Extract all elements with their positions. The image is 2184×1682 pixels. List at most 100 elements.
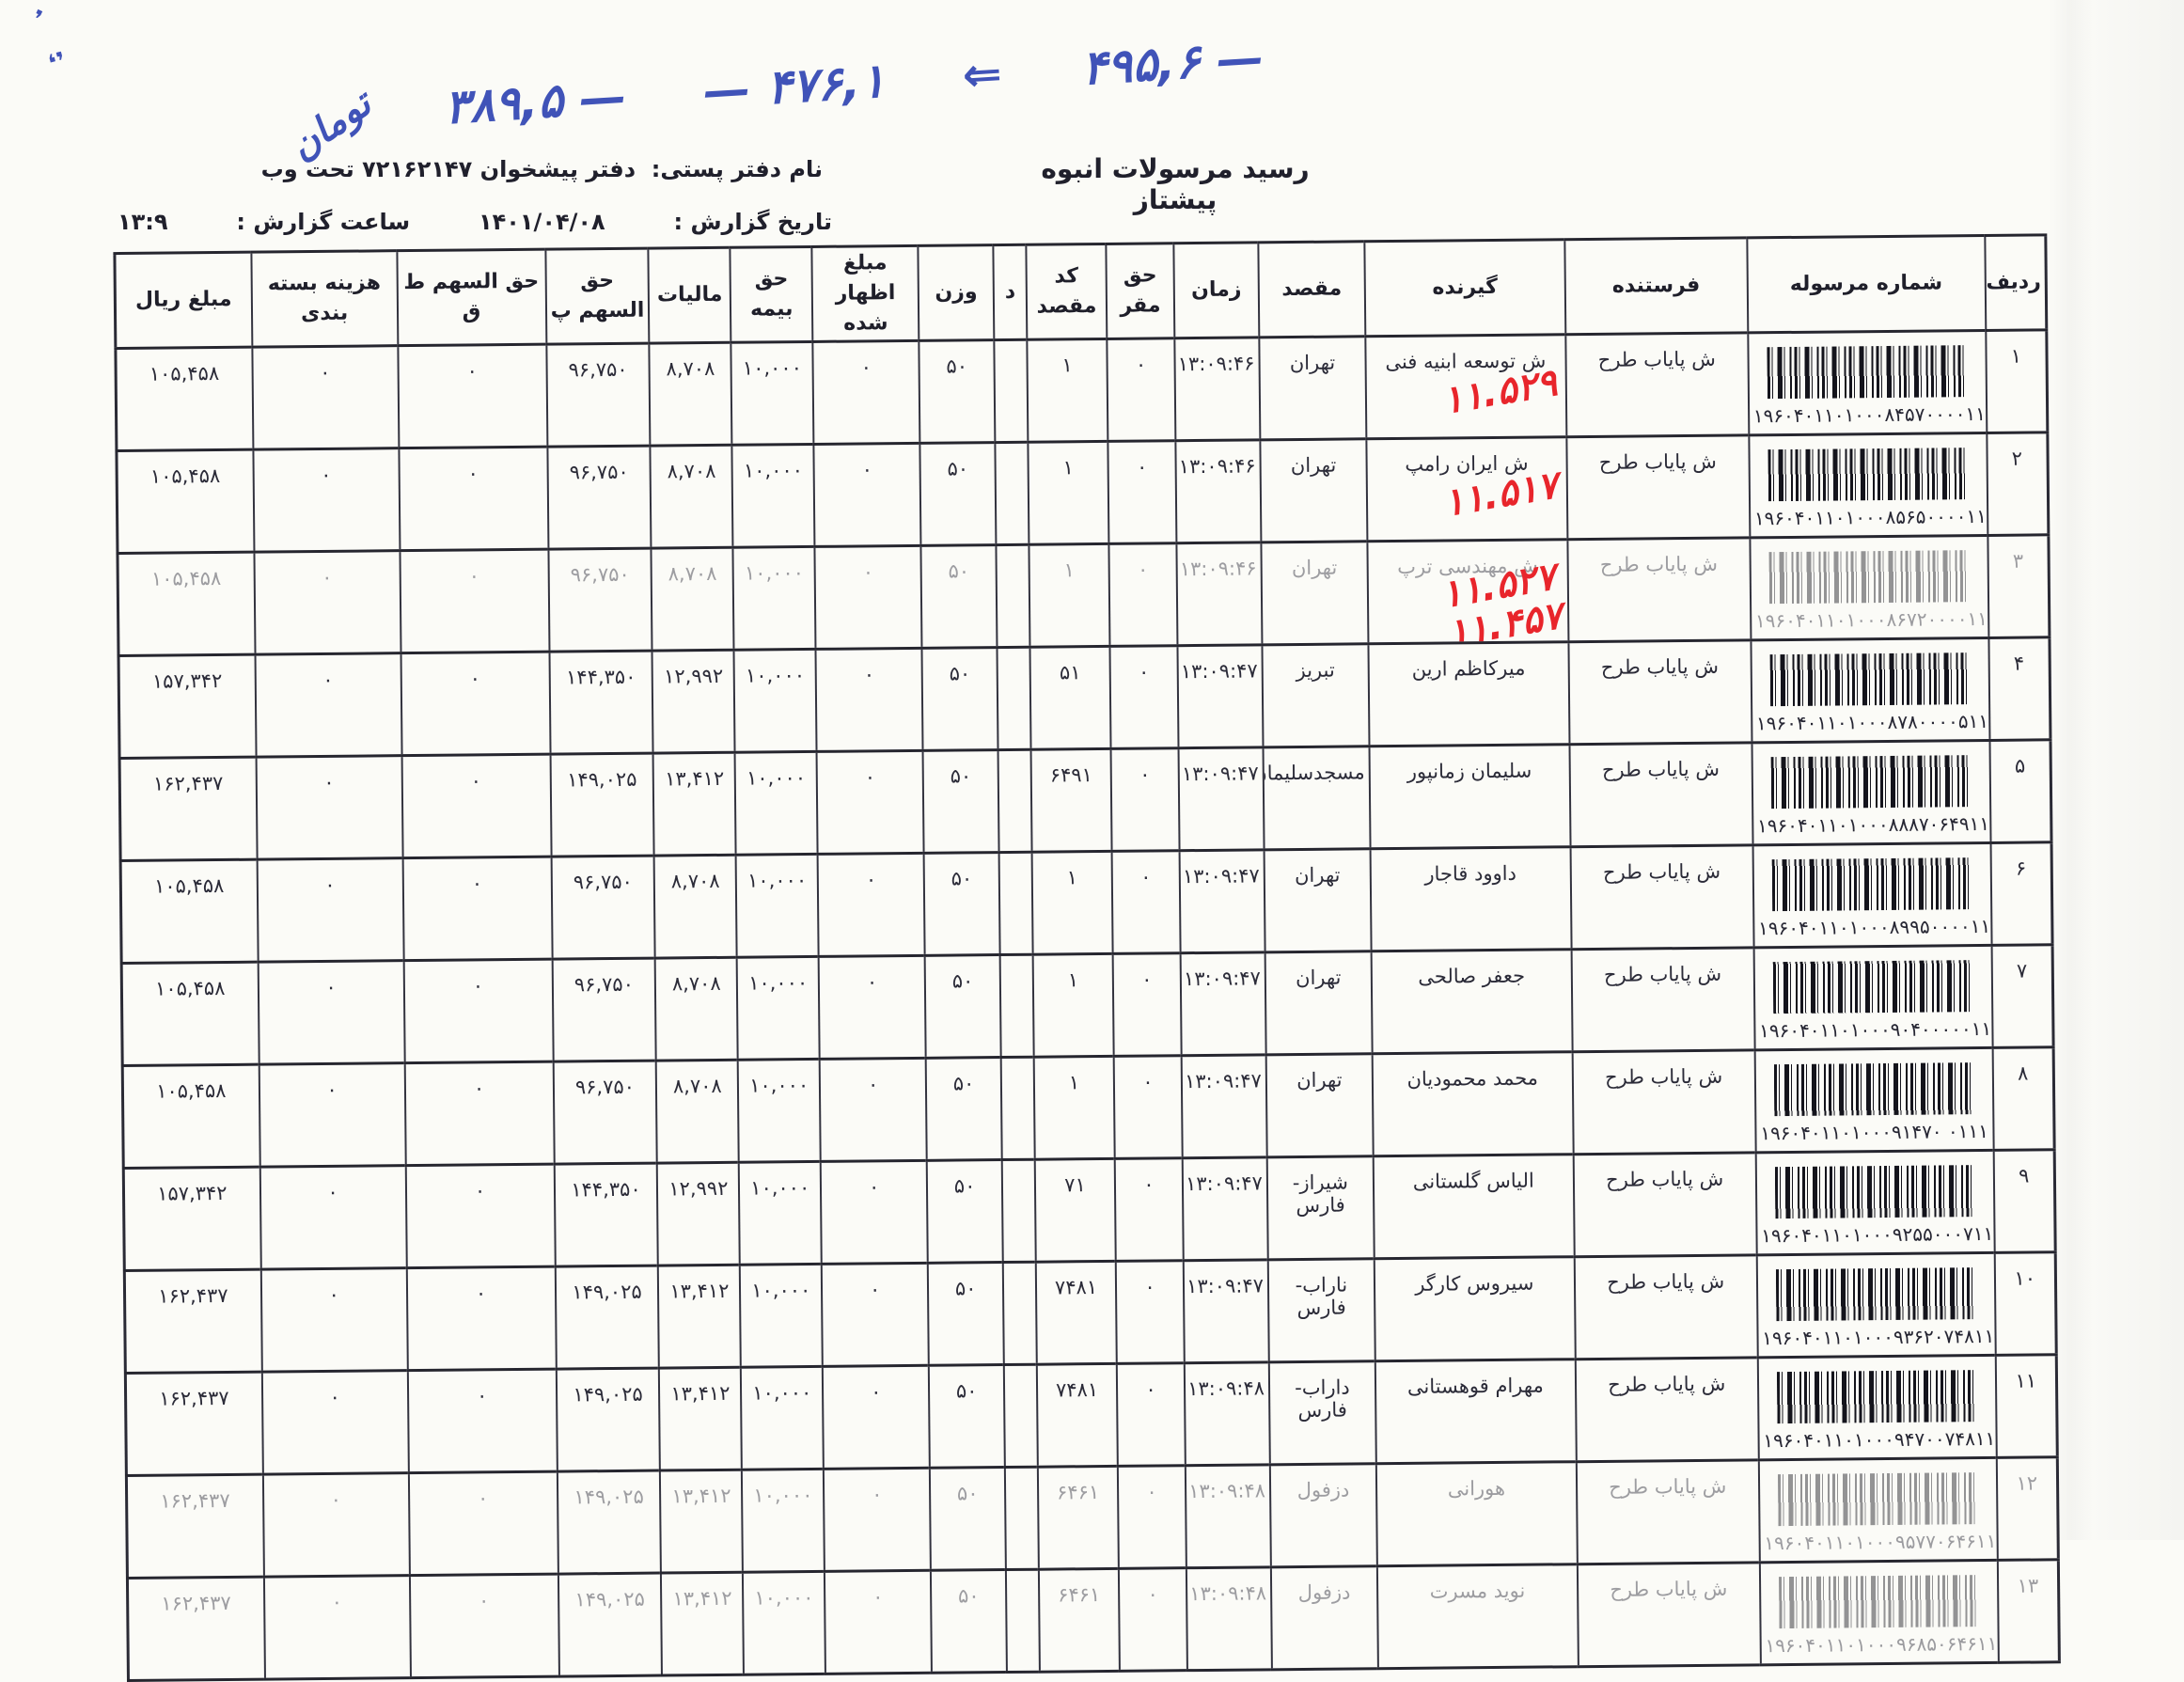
column-header-weight: وزن <box>918 244 995 341</box>
cell-value-declared: ۰ <box>872 1585 884 1609</box>
cell-value-share_p: ۱۴۹,۰۲۵ <box>574 1587 645 1611</box>
cell-share_tq: ۰ <box>400 549 550 653</box>
cell-tax: ۱۳,۴۱۲ <box>661 1572 745 1676</box>
cell-value-destination: دزفول <box>1297 1580 1351 1605</box>
cell-value-destination: مسجدسلیمان <box>1263 761 1365 785</box>
cell-weight: ۵۰ <box>930 1467 1007 1571</box>
cell-value-weight: ۵۰ <box>949 662 971 685</box>
cell-value-radif: ۱۲ <box>2016 1471 2038 1495</box>
cell-value-destination: تهران <box>1290 453 1337 478</box>
cell-sender: ش پایاب طرح <box>1576 1459 1760 1564</box>
cell-parcel: ۱۹۶۰۴۰۱۱۰۱۰۰۰۸۴۵۷۰۰۰۰۱۱۱ <box>1747 330 1987 435</box>
cell-share_p: ۹۶,۷۵۰ <box>545 343 651 448</box>
cell-insurance: ۱۰,۰۰۰ <box>735 854 819 958</box>
cell-value-insurance: ۱۰,۰۰۰ <box>743 459 804 482</box>
cell-destination: تهران <box>1259 336 1367 440</box>
cell-value-amount: ۱۰۵,۴۵۸ <box>156 1078 227 1103</box>
cell-value-share_p: ۹۶,۷۵۰ <box>574 1075 636 1099</box>
cell-declared: ۰ <box>812 340 920 445</box>
cell-value-weight: ۵۰ <box>948 559 970 583</box>
parcel-number: ۱۹۶۰۴۰۱۱۰۱۰۰۰۹۵۷۷۰۶۴۶۱۱۱ <box>1764 1529 1998 1555</box>
cell-sender: ش پایاب طرح <box>1575 1357 1759 1462</box>
table-row: ۹ ۱۹۶۰۴۰۱۱۰۱۰۰۰۹۲۵۵۰۰۰۷۱۱۱ ش پایاب طرح الیا… <box>123 1149 2056 1271</box>
cell-value-packing: ۰ <box>325 975 337 998</box>
cell-value-packing: ۰ <box>330 1487 342 1511</box>
cell-dest_code: ۷۴۸۱ <box>1036 1363 1118 1468</box>
cell-value-sender: ش پایاب طرح <box>1607 1269 1725 1294</box>
receipt-table-wrap: ردیف شماره مرسوله فرستنده گیرنده مقصد زمان حق … <box>113 233 2061 1682</box>
cell-dest_code: ۶۴۶۱ <box>1037 1466 1119 1570</box>
cell-value-sender: ش پایاب طرح <box>1598 449 1717 474</box>
cell-share_tq: ۰ <box>404 1061 555 1166</box>
cell-sender: ش پایاب طرح <box>1573 1152 1757 1257</box>
scanned-postal-receipt: { "handwriting": { "segments_ltr": ["توم… <box>26 0 2184 1682</box>
handwritten-figure: ۳۸۹,۵ — <box>442 69 628 135</box>
cell-value-sender: ش پایاب طرح <box>1600 654 1720 679</box>
column-header-share_tq: حق السهم ط ق <box>396 249 546 346</box>
cell-value-packing: ۰ <box>322 668 334 691</box>
cell-value-dest_code: ۱ <box>1061 354 1073 377</box>
cell-share_tq: ۰ <box>397 344 547 448</box>
cell-value-sender: ش پایاب طرح <box>1599 552 1719 576</box>
cell-base_fee: ۰ <box>1115 1260 1185 1364</box>
parcel-number: ۱۹۶۰۴۰۱۱۰۱۰۰۰۸۴۵۷۰۰۰۰۱۱۱ <box>1752 401 1987 428</box>
cell-value-amount: ۱۰۵,۴۵۸ <box>149 361 220 385</box>
cell-time: ۱۳:۰۹:۴۸ <box>1185 1464 1271 1568</box>
cell-value-dest_code: ۷۱ <box>1064 1173 1086 1197</box>
cell-receiver: نوید مسرت <box>1376 1564 1579 1669</box>
cell-value-dest_code: ۱ <box>1062 456 1074 479</box>
cell-value-base_fee: ۰ <box>1135 353 1147 376</box>
report-date-label: تاریخ گزارش : <box>673 209 832 235</box>
cell-insurance: ۱۰,۰۰۰ <box>743 1571 826 1675</box>
cell-time: ۱۳:۰۹:۴۸ <box>1184 1361 1270 1466</box>
table-row: ۱۲ ۱۹۶۰۴۰۱۱۰۱۰۰۰۹۵۷۷۰۶۴۶۱۱۱ ش پایاب طرح هور… <box>126 1456 2059 1579</box>
column-header-declared: مبلغ اظهار شده <box>811 245 919 342</box>
barcode-image <box>1770 755 1972 810</box>
cell-sender: ش پایاب طرح <box>1569 742 1753 847</box>
cell-weight: ۵۰ <box>919 442 997 546</box>
cell-radif: ۱۳ <box>1997 1559 2060 1663</box>
cell-tax: ۱۳,۴۱۲ <box>658 1265 742 1369</box>
cell-parcel: ۱۹۶۰۴۰۱۱۰۱۰۰۰۹۲۵۵۰۰۰۷۱۱۱ <box>1755 1150 1995 1255</box>
cell-value-share_tq: ۰ <box>467 462 479 485</box>
cell-value-share_p: ۱۴۹,۰۲۵ <box>573 1382 643 1407</box>
cell-value-sender: ش پایاب طرح <box>1597 347 1716 371</box>
cell-value-packing: ۰ <box>326 1077 338 1101</box>
cell-tax: ۱۲,۹۹۲ <box>657 1162 741 1266</box>
cell-value-destination: تهران <box>1289 351 1336 375</box>
cell-radif: ۴ <box>1988 637 2050 741</box>
cell-value-amount: ۱۰۵,۴۵۸ <box>154 976 226 1000</box>
cell-share_tq: ۰ <box>401 754 552 858</box>
cell-tax: ۱۲,۹۹۲ <box>652 650 735 754</box>
parcel-number: ۱۹۶۰۴۰۱۱۰۱۰۰۰۸۶۷۲۰۰۰۰۱۱۱ <box>1754 606 1989 633</box>
cell-value-share_tq: ۰ <box>473 1077 485 1100</box>
cell-base_fee: ۰ <box>1110 747 1180 852</box>
cell-amount: ۱۶۲,۴۳۷ <box>125 1372 263 1476</box>
cell-radif: ۷ <box>1991 944 2054 1048</box>
barcode-image <box>1775 1267 1976 1322</box>
table-row: ۱۱ ۱۹۶۰۴۰۱۱۰۱۰۰۰۹۴۷۰۰۷۴۸۱۱۱ ش پایاب طرح مهر… <box>125 1354 2058 1476</box>
cell-weight: ۵۰ <box>927 1262 1004 1366</box>
cell-time: ۱۳:۰۹:۴۷ <box>1181 1054 1267 1158</box>
postal-office-label: نام دفتر پستی: <box>651 156 823 182</box>
pen-mark: ❜ <box>26 5 46 35</box>
cell-value-packing: ۰ <box>331 1590 343 1613</box>
cell-value-base_fee: ۰ <box>1145 1377 1156 1401</box>
cell-value-radif: ۱۳ <box>2017 1574 2039 1597</box>
cell-value-declared: ۰ <box>867 1073 879 1096</box>
cell-insurance: ۱۰,۰۰۰ <box>731 341 814 446</box>
cell-share_p: ۹۶,۷۵۰ <box>546 446 652 550</box>
cell-time: ۱۳:۰۹:۴۷ <box>1177 644 1264 748</box>
cell-time: ۱۳:۰۹:۴۶ <box>1176 542 1263 646</box>
cell-value-dest_code: ۶۴۹۱ <box>1049 763 1092 787</box>
cell-value-tax: ۸,۷۰۸ <box>670 869 720 893</box>
cell-d <box>1003 1364 1038 1468</box>
cell-weight: ۵۰ <box>923 852 1000 956</box>
cell-destination: ناراب-فارس <box>1267 1258 1375 1362</box>
cell-value-dest_code: ۷۴۸۱ <box>1054 1276 1098 1299</box>
cell-tax: ۸,۷۰۸ <box>654 855 737 959</box>
cell-packing: ۰ <box>263 1575 411 1680</box>
cell-share_tq: ۰ <box>403 959 554 1063</box>
cell-value-receiver: میرکاظم ارین <box>1411 656 1526 681</box>
report-date-value: ۱۴۰۱/۰۴/۰۸ <box>478 209 605 235</box>
